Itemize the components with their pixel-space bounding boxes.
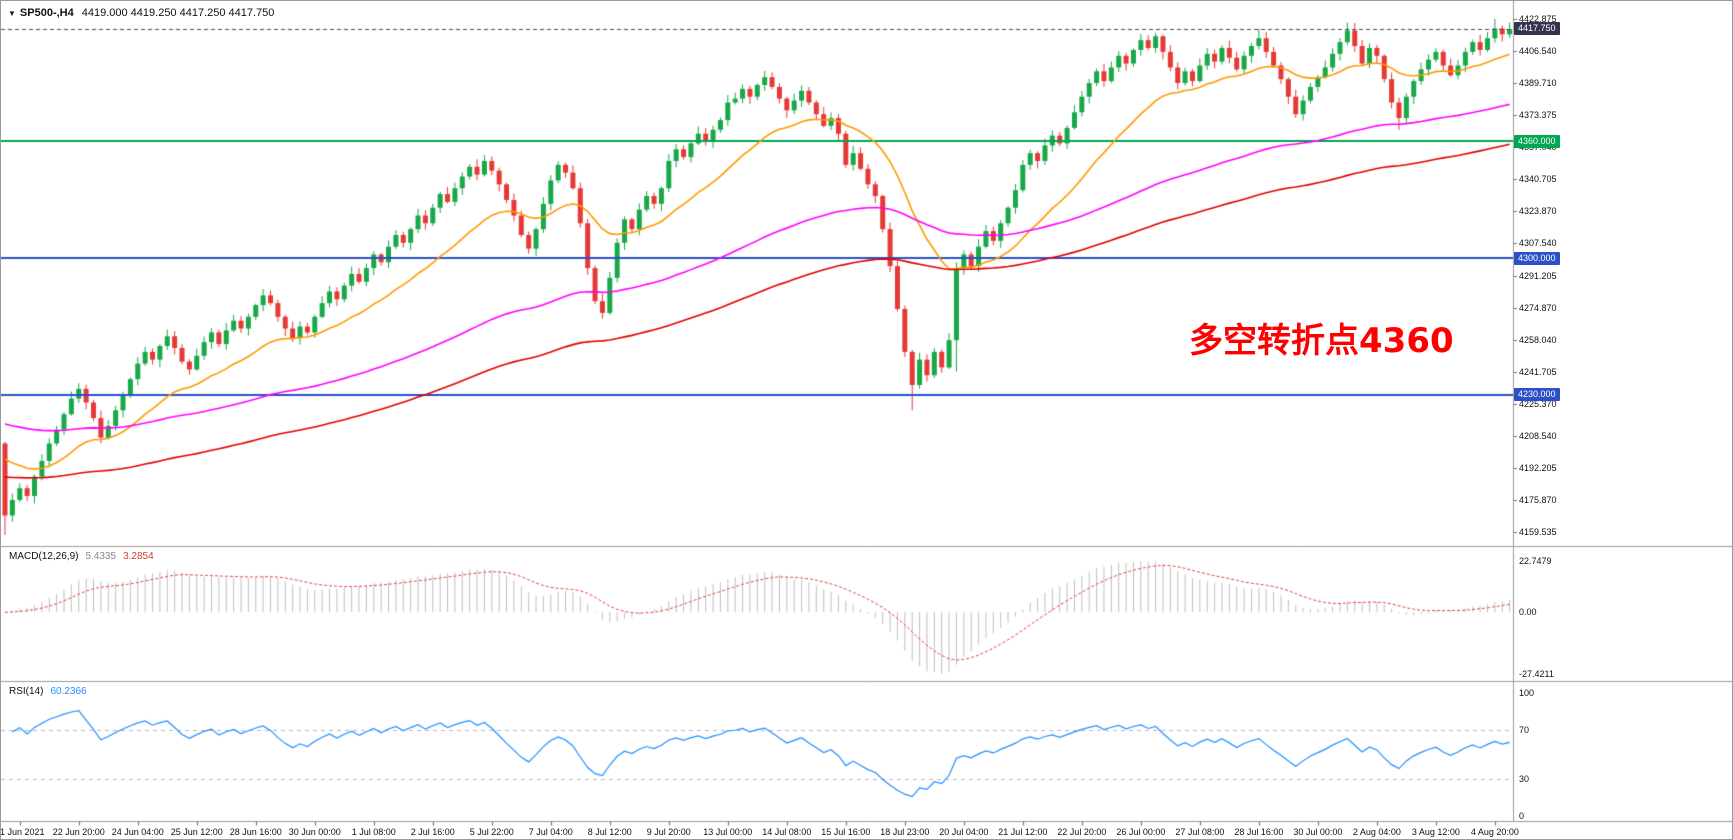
chart-canvas[interactable] (1, 1, 1732, 839)
trading-chart-window: ▼ SP500-,H4 4419.000 4419.250 4417.250 441… (0, 0, 1733, 840)
